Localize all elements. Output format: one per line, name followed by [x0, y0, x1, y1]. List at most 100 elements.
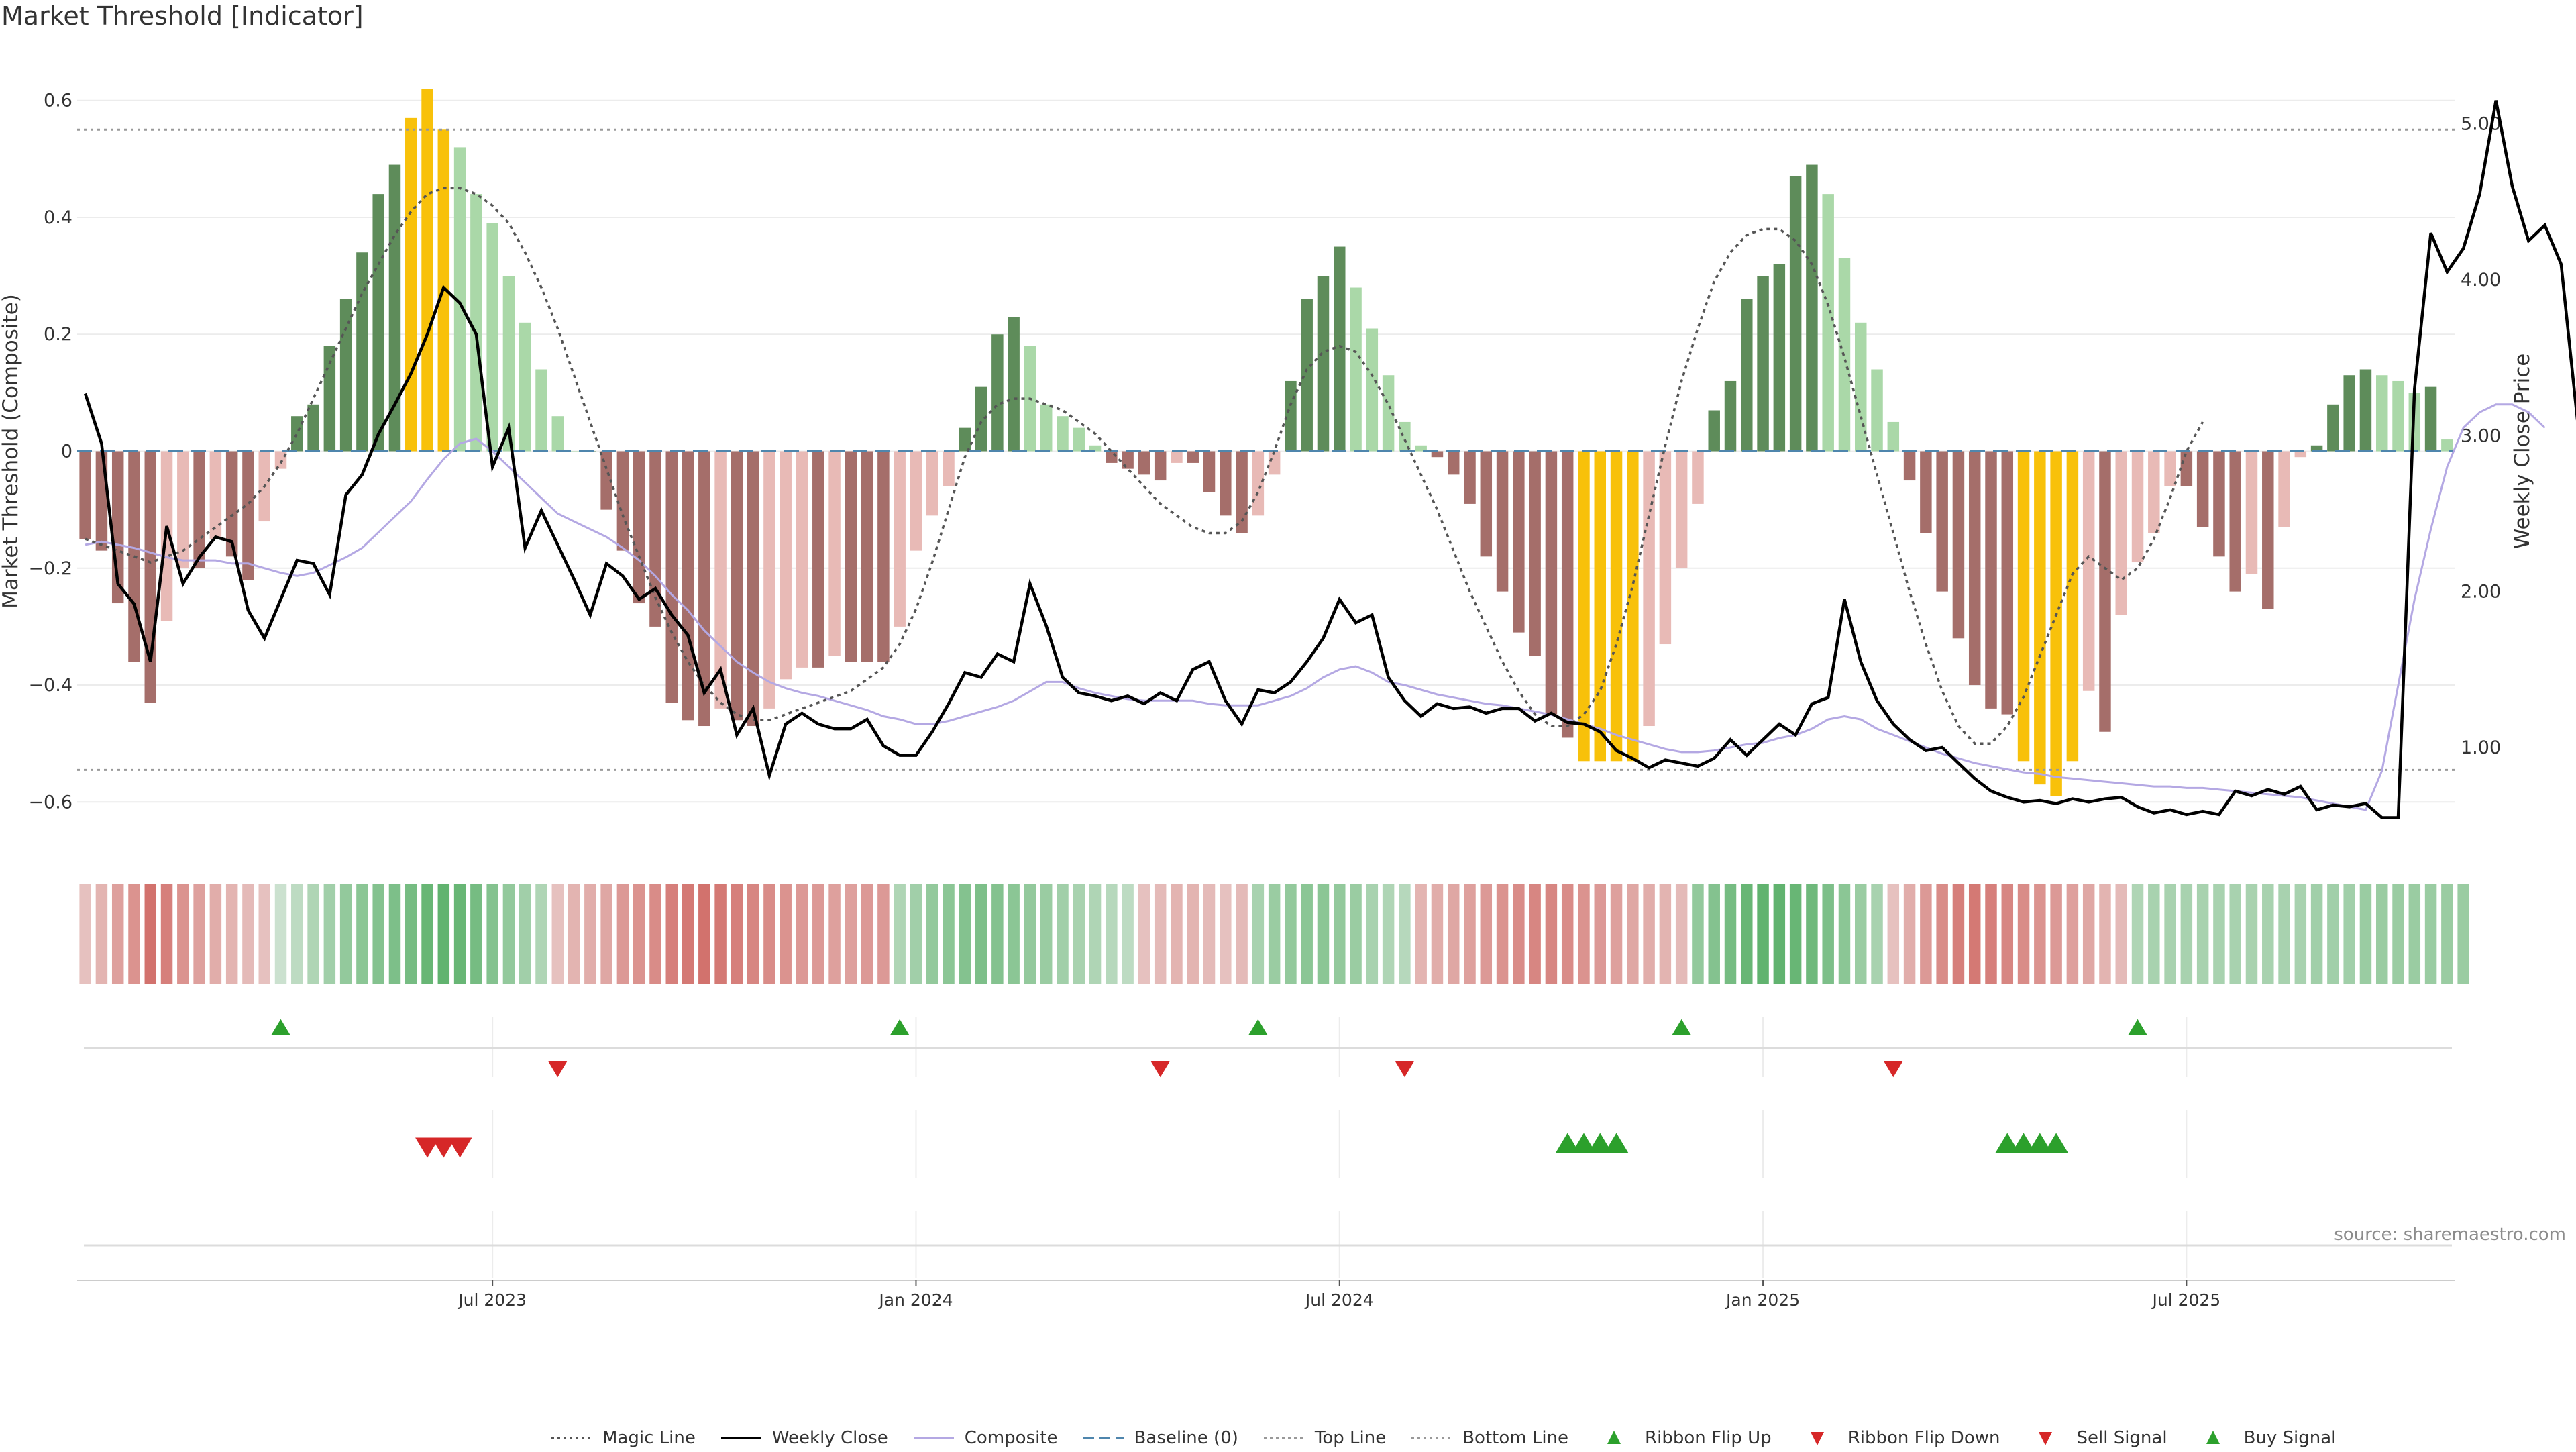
legend-symbol-sell [2039, 1432, 2053, 1445]
ribbon-cell [975, 884, 987, 984]
composite-bar [1643, 451, 1655, 727]
ribbon-cell [2262, 884, 2274, 984]
ribbon-cell [2034, 884, 2046, 984]
x-tick-label: Jan 2024 [877, 1290, 953, 1310]
legend-item-bottom: Bottom Line [1410, 1428, 1568, 1448]
legend-label: Weekly Close [771, 1428, 888, 1448]
ribbon-cell [1464, 884, 1476, 984]
ribbon-cell [1529, 884, 1541, 984]
composite-bar [1513, 451, 1525, 633]
ribbon-cell [1334, 884, 1346, 984]
composite-bar [2180, 451, 2193, 486]
composite-bar [1578, 451, 1590, 762]
legend-items: Magic Line Weekly Close Composite Baseline … [550, 1428, 2360, 1448]
composite-bar [2441, 439, 2453, 452]
ribbon-cell [2359, 884, 2372, 984]
ribbon-cell [1008, 884, 1020, 984]
composite-bar [1659, 451, 1672, 645]
ribbon-cell [714, 884, 727, 984]
y-tick-label: −0.2 [28, 558, 72, 579]
composite-bar [1871, 369, 1883, 452]
composite-bar [1285, 380, 1297, 452]
ribbon-cell [519, 884, 531, 984]
ribbon-cell [453, 884, 466, 984]
ribbon-flip-up-marker [271, 1019, 290, 1035]
buy-signal-marker [1571, 1133, 1596, 1153]
composite-bar [1317, 276, 1330, 452]
ribbon-cell [1350, 884, 1362, 984]
ribbon-cell [388, 884, 401, 984]
ribbon-cell [1220, 884, 1232, 984]
composite-bar [861, 451, 873, 662]
ribbon-cell [763, 884, 775, 984]
ribbon-cell [812, 884, 824, 984]
composite-bar [763, 451, 775, 709]
composite-bar [1236, 451, 1248, 533]
x-tick-label: Jul 2024 [1304, 1290, 1374, 1310]
composite-bar [828, 451, 841, 656]
ribbon-cell [551, 884, 564, 984]
composite-bar [144, 451, 157, 703]
composite-bar [2343, 375, 2355, 452]
composite-bar [1480, 451, 1493, 557]
ribbon-cell [2099, 884, 2111, 984]
composite-bar [79, 451, 91, 539]
legend-symbol-buy [2206, 1431, 2220, 1444]
composite-bar [796, 451, 808, 668]
composite-bar [1529, 451, 1541, 656]
composite-bar [682, 451, 694, 721]
ribbon-cell [1382, 884, 1395, 984]
y-tick-label: 0 [61, 442, 72, 462]
composite-bar [877, 451, 890, 662]
composite-bar [1220, 451, 1232, 516]
composite-bar [323, 346, 336, 452]
ribbon-cell [1268, 884, 1281, 984]
ribbon-cell [160, 884, 173, 984]
ribbon-cell [2294, 884, 2307, 984]
composite-bar [1936, 451, 1948, 592]
ribbon-cell [1708, 884, 1720, 984]
composite-bar [2327, 404, 2339, 452]
legend-label: Top Line [1314, 1428, 1387, 1448]
ribbon-cell [1822, 884, 1834, 984]
ribbon-cell [323, 884, 336, 984]
ribbon-cell [1024, 884, 1036, 984]
composite-bar [1008, 317, 1020, 452]
ribbon-cell [616, 884, 629, 984]
ribbon-cell [2310, 884, 2323, 984]
ribbon-cell [1317, 884, 1330, 984]
composite-bar [2196, 451, 2209, 527]
legend-symbol-flip_down [1810, 1432, 1824, 1445]
ribbon-cell [1773, 884, 1786, 984]
ribbon-cell [111, 884, 124, 984]
composite-bar [747, 451, 759, 727]
ribbon-cell [1855, 884, 1867, 984]
legend-label: Ribbon Flip Up [1645, 1428, 1772, 1448]
composite-bar [2066, 451, 2079, 762]
ribbon-cell [1154, 884, 1167, 984]
composite-bar [1171, 451, 1183, 463]
composite-bar [486, 223, 498, 452]
ribbon-cell [258, 884, 270, 984]
ribbon-cell [1187, 884, 1199, 984]
ribbon-cell [1496, 884, 1509, 984]
composite-bar [1073, 427, 1085, 452]
ribbon-cell [2001, 884, 2014, 984]
ribbon-cell [2164, 884, 2176, 984]
ribbon-cell [1089, 884, 1102, 984]
composite-bar [1757, 276, 1769, 452]
composite-bar [2164, 451, 2176, 486]
ribbon-cell [1366, 884, 1379, 984]
ribbon-flip-down-marker [1150, 1061, 1171, 1078]
ribbon-cell [193, 884, 205, 984]
composite-bar [1724, 380, 1737, 452]
ribbon-cell [2180, 884, 2193, 984]
legend-symbol-flip_up [1607, 1431, 1621, 1444]
ribbon-cell [1968, 884, 1981, 984]
composite-bar [926, 451, 938, 516]
ribbon-cell [2148, 884, 2160, 984]
composite-bar [2359, 369, 2372, 452]
legend-item-sell: Sell Signal [2024, 1428, 2167, 1448]
legend-symbol-composite [913, 1437, 954, 1439]
ribbon-cell [209, 884, 222, 984]
